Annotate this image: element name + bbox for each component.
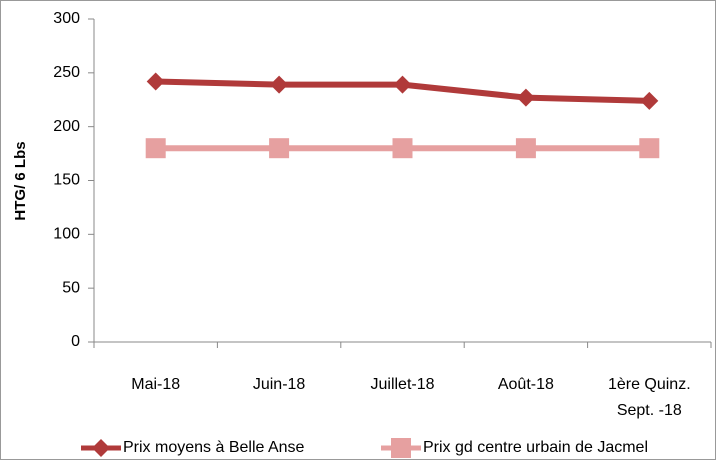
y-tick-label: 300	[53, 10, 80, 27]
y-tick-label: 250	[53, 64, 80, 81]
x-tick-label: Juillet-18	[370, 376, 435, 393]
legend-label: Prix moyens à Belle Anse	[123, 439, 305, 456]
x-tick-label: Juin-18	[252, 376, 306, 393]
y-tick-label: 100	[53, 226, 80, 243]
x-tick-label: Mai-18	[131, 376, 181, 393]
legend-label: Prix gd centre urbain de Jacmel	[423, 439, 648, 456]
y-axis-label: HTG/ 6 Lbs	[12, 141, 29, 220]
y-tick-label: 50	[62, 279, 80, 296]
data-point	[393, 75, 412, 94]
data-point	[145, 138, 166, 159]
data-point	[146, 72, 165, 91]
y-tick-label: 0	[71, 333, 80, 350]
data-point	[639, 138, 660, 159]
data-point	[269, 138, 290, 159]
x-tick-label: Août-18	[497, 376, 554, 393]
legend-marker	[92, 439, 110, 457]
data-point	[392, 138, 413, 159]
x-tick-label: 1ère Quinz. Sept. -18	[607, 376, 691, 419]
data-point	[516, 88, 535, 107]
legend-marker	[391, 438, 411, 458]
y-tick-label: 150	[53, 172, 80, 189]
data-point	[640, 91, 659, 110]
y-tick-label: 200	[53, 118, 80, 135]
data-point	[270, 75, 289, 94]
data-point	[515, 138, 536, 159]
